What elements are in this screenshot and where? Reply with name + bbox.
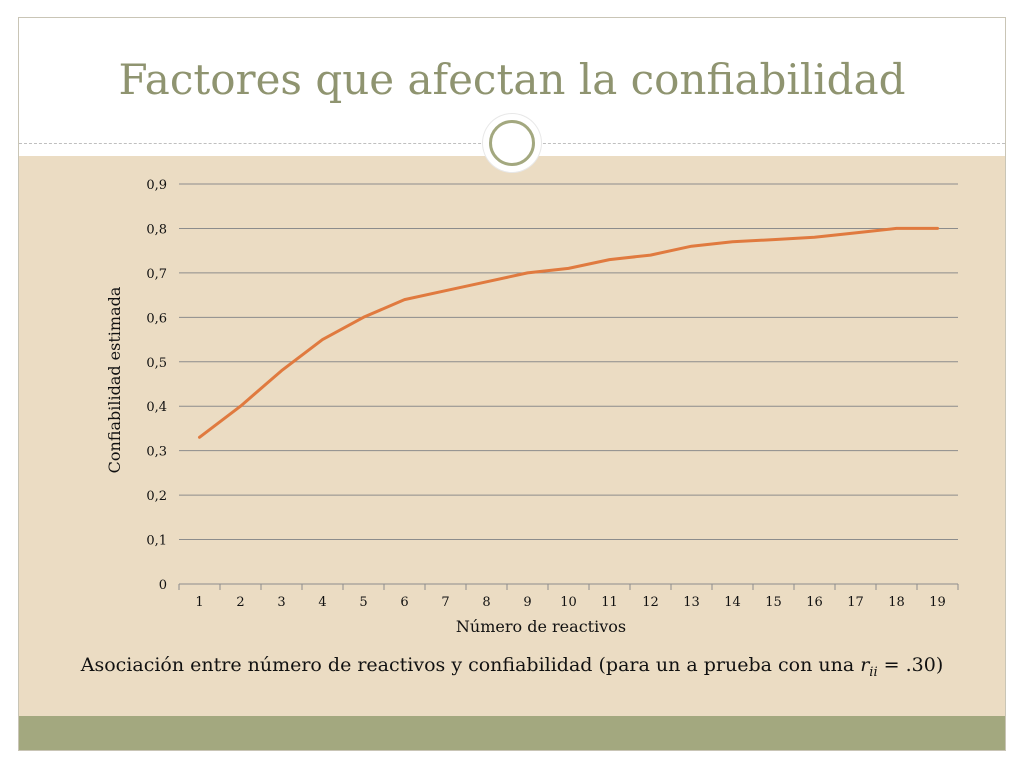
caption-value: = .30) [877,654,944,676]
y-tick-label: 0,3 [146,445,167,460]
circle-ornament-icon [483,114,541,172]
y-axis-ticks: 0 0,1 0,2 0,3 0,4 0,5 0,6 0,7 0,8 0,9 [146,178,167,593]
x-tick-label: 6 [400,595,408,610]
y-tick-label: 0 [159,578,167,593]
x-tick-label: 2 [236,595,244,610]
chart-gridlines [179,183,958,585]
x-tick-label: 13 [683,595,700,610]
x-tick-label: 16 [806,595,823,610]
x-tick-label: 8 [482,595,490,610]
x-tick-label: 17 [847,595,864,610]
chart-series [198,226,939,439]
x-tick-label: 3 [277,595,285,610]
series-line [198,226,939,439]
y-tick-label: 0,5 [146,356,167,371]
chart-caption: Asociación entre número de reactivos y c… [0,654,1024,680]
x-tick-label: 14 [724,595,741,610]
x-tick-label: 4 [318,595,326,610]
x-tick-label: 10 [560,595,577,610]
y-tick-label: 0,7 [146,267,167,282]
y-tick-label: 0,6 [146,311,167,326]
x-tick-label: 11 [601,595,618,610]
slide-title: Factores que afectan la confiabilidad [118,55,906,104]
x-tick-label: 1 [195,595,203,610]
x-tick-label: 18 [888,595,905,610]
caption-r-symbol: r [860,654,870,676]
x-tick-label: 19 [929,595,946,610]
y-tick-label: 0,1 [146,534,167,549]
x-tick-label: 5 [359,595,367,610]
x-tick-label: 12 [642,595,659,610]
x-tick-label: 9 [523,595,531,610]
caption-text: Asociación entre número de reactivos y c… [80,654,861,676]
caption-r-subscript: ii [869,664,878,680]
x-axis-ticks: 1 2 3 4 5 6 7 8 9 10 11 12 13 14 15 16 17 18 19 [178,584,959,610]
y-tick-label: 0,8 [146,222,167,237]
y-tick-label: 0,9 [146,178,167,193]
x-tick-label: 15 [765,595,782,610]
x-tick-label: 7 [441,595,449,610]
y-axis-label: Confiabilidad estimada [105,286,124,473]
x-axis-label: Número de reactivos [456,617,626,636]
slide: Factores que afectan la confiabilidad [18,17,1006,751]
y-tick-label: 0,2 [146,489,167,504]
footer-band [19,716,1005,750]
y-tick-label: 0,4 [146,400,167,415]
content-area [19,156,1005,716]
